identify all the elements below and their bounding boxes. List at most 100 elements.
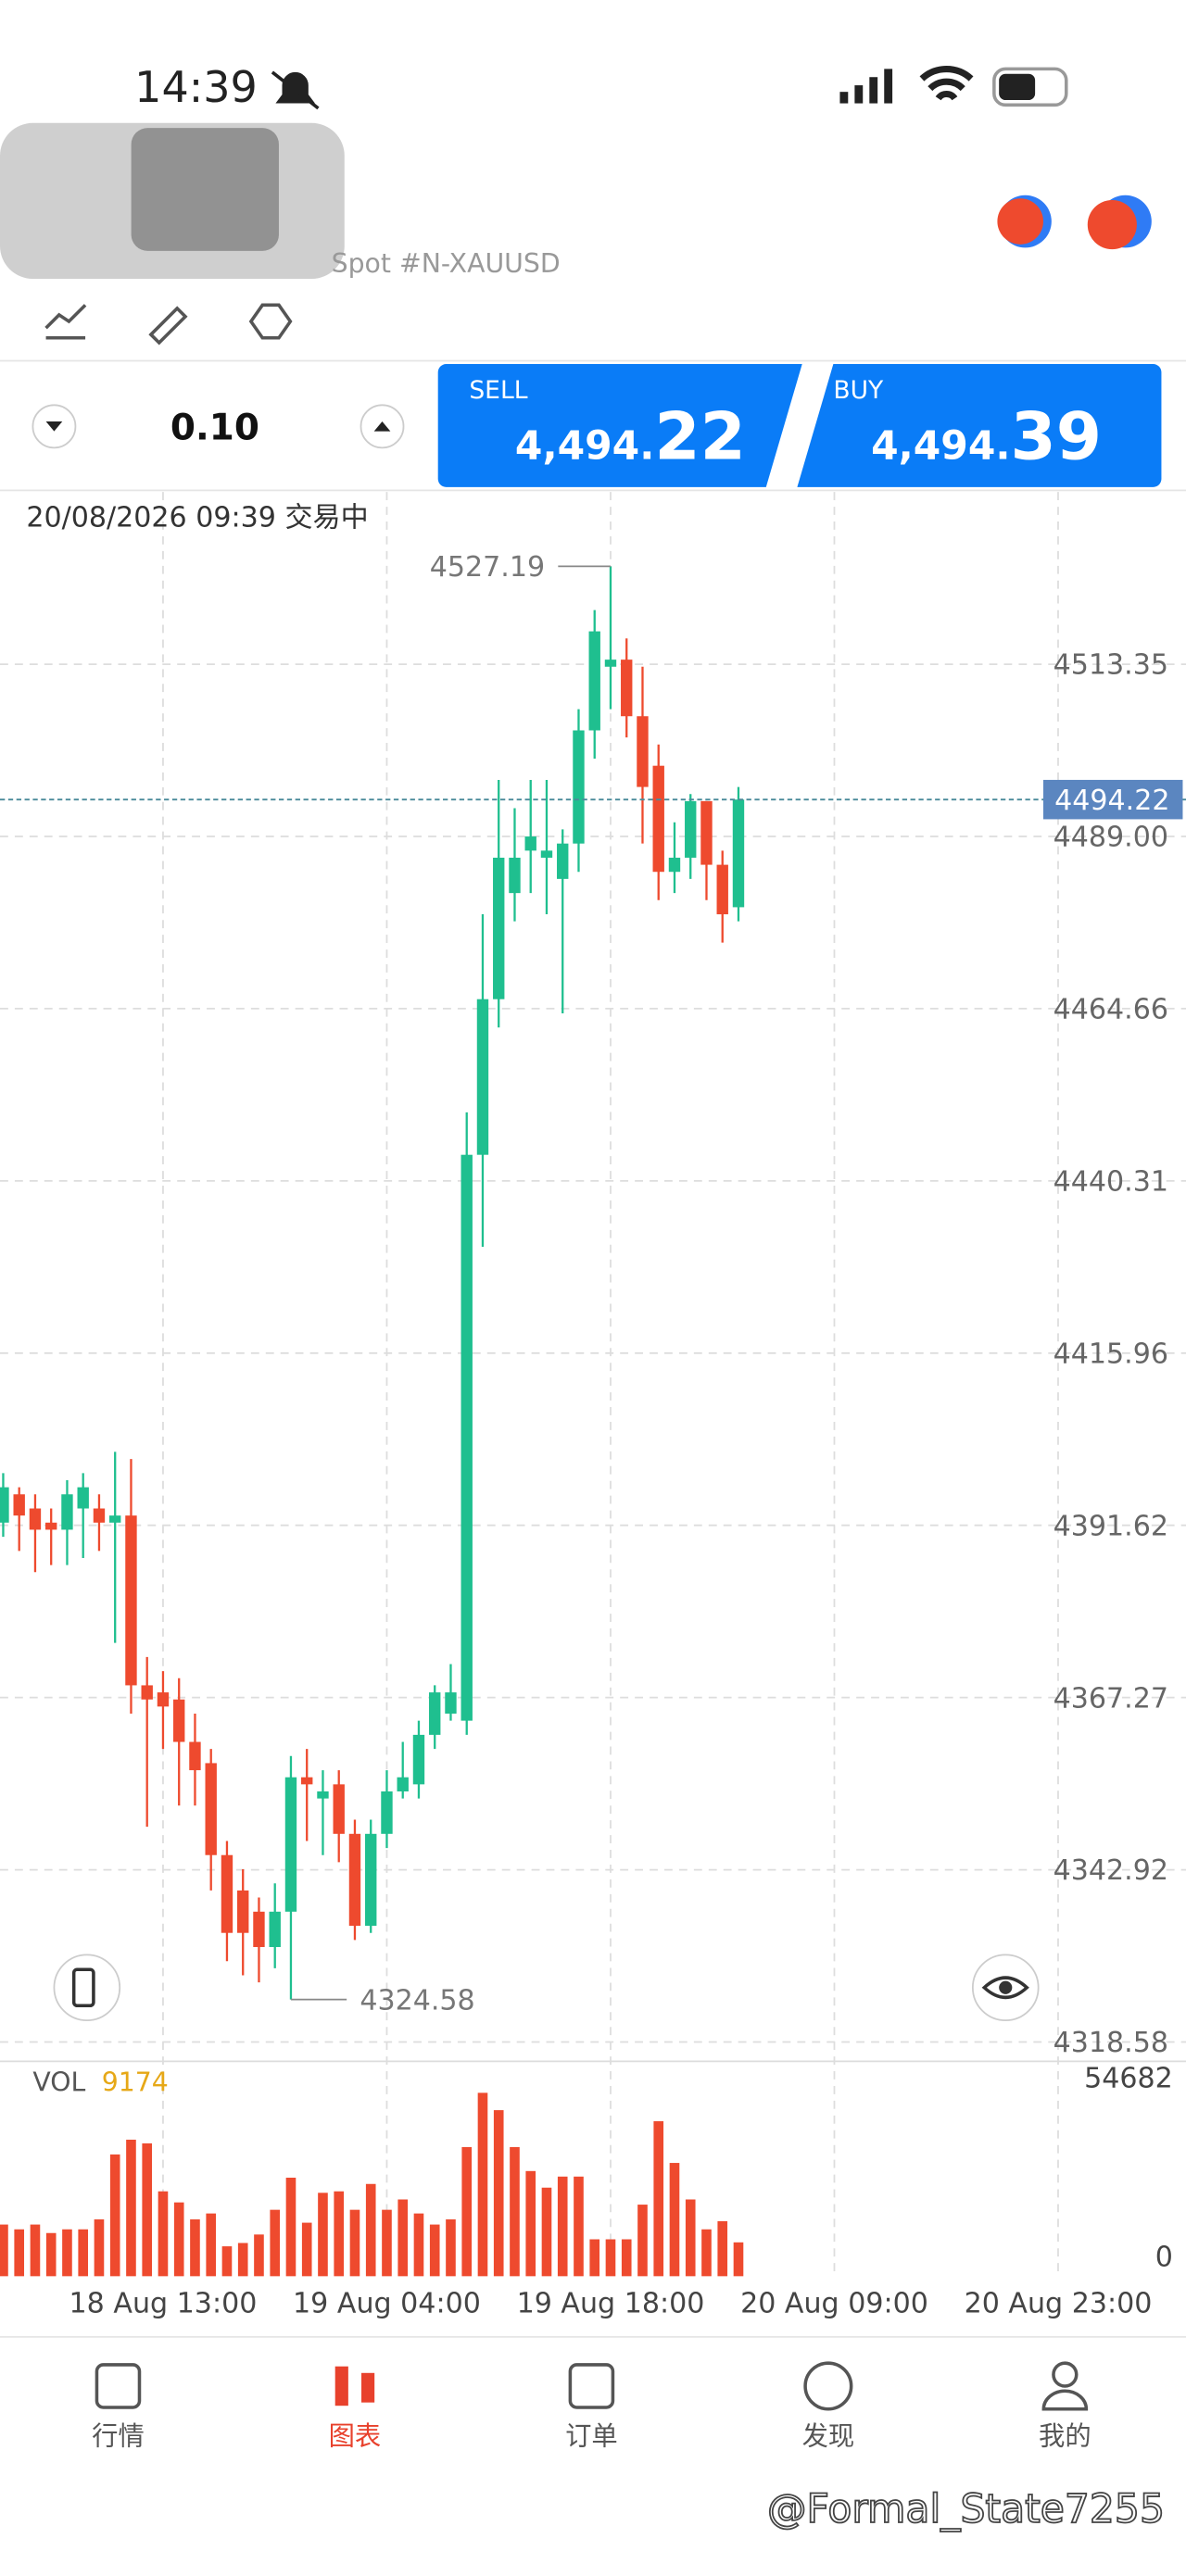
volume-bar [334,2191,345,2277]
volume-bar [574,2176,584,2277]
wifi-icon [919,66,974,101]
candle-body [221,1854,233,1933]
nav-label: 发现 [802,2421,855,2452]
candle-body [253,1911,265,1947]
volume-bar [94,2218,105,2277]
volume-bar [365,2183,376,2277]
sell-price-main: 4,494. [515,424,654,470]
volume-bar [62,2229,72,2277]
volume-bar [14,2229,25,2277]
volume-bar [557,2176,568,2277]
nav-label: 图表 [329,2421,382,2452]
x-tick-label: 18 Aug 13:00 [69,2287,258,2319]
volume-bar [429,2224,440,2277]
watermark: @Formal_State7255 [767,2487,1165,2532]
volume-bar [254,2234,264,2277]
y-tick-label: 4367.27 [1054,1682,1168,1715]
volume-bar [142,2142,153,2277]
candle-body [173,1699,185,1742]
high-label: 4527.19 [430,551,545,584]
candle-body [205,1763,217,1855]
sell-label: SELL [469,376,527,405]
bottom-nav: 行情 图表 订单 发现 我的 [92,2361,1091,2452]
clock-badge [997,198,1043,245]
candle-body [588,631,600,731]
candle-body [333,1784,345,1834]
indicator-icon[interactable] [44,304,87,340]
candle-body [381,1791,393,1834]
volume-bar [493,2110,504,2277]
sell-button[interactable] [437,364,802,487]
volume-bar [206,2213,217,2277]
volume-bar [397,2199,409,2277]
low-label: 4324.58 [360,1984,474,2017]
candle-body [13,1494,25,1516]
volume-bar [270,2209,281,2277]
candle-body [284,1777,297,1912]
candle-body [189,1741,201,1771]
candle-body [141,1685,153,1700]
x-tick-label: 19 Aug 04:00 [293,2287,481,2319]
candle-body [157,1692,170,1707]
nav-label: 我的 [1039,2421,1091,2452]
buy-price-main: 4,494. [871,424,1010,470]
volume-bar [382,2209,392,2277]
chart-subtitle: 20/08/2026 09:39 交易中 [26,501,368,534]
signal-icon [839,69,893,104]
candle-body [461,1154,473,1721]
candle-body [573,730,585,844]
volume-bar [589,2239,600,2277]
eye-pupil [999,1980,1013,1994]
candle-body [109,1515,121,1523]
candle-body [445,1692,457,1714]
candle-body [685,800,697,858]
candle-body [348,1833,361,1927]
nav-icon [95,2363,142,2409]
volume-bar [669,2163,680,2277]
current-price-box [1042,779,1183,820]
volume-bar [78,2229,89,2277]
rotate-icon [71,1967,95,2007]
candle-body [77,1487,89,1509]
candle-body [125,1515,137,1686]
candle-body [509,857,521,894]
candle-body [29,1508,42,1530]
nav-icon [803,2361,853,2411]
candle-body [365,1833,377,1927]
volume-bar [109,2154,120,2277]
rotate-button[interactable] [53,1954,121,2022]
nav-label: 订单 [565,2421,618,2452]
volume-bar [621,2239,632,2277]
volume-bar [158,2191,169,2277]
buy-button[interactable] [797,364,1162,487]
increase-arrow [373,421,391,432]
settings-icon[interactable] [248,303,293,340]
volume-tick-label: 54682 [1084,2063,1173,2095]
sell-price: 4,494.22 [515,398,746,475]
volume-last: 9174 [102,2067,169,2097]
x-tick-label: 20 Aug 09:00 [740,2287,928,2319]
status-time: 14:39 [134,62,258,112]
y-tick-label: 4489.00 [1054,822,1168,854]
candle-body [652,765,664,873]
volume-bar [413,2213,424,2277]
volume-bar [733,2242,744,2277]
volume-bar [221,2246,233,2277]
symbol-name: Spot #N-XAUUSD [332,248,561,279]
y-tick-label: 4415.96 [1054,1338,1168,1370]
volume-tick-label: 0 [1155,2242,1173,2274]
candle-body [524,836,536,851]
volume-bar [637,2205,648,2277]
draw-icon[interactable] [148,306,188,346]
nav-label: 行情 [92,2421,145,2452]
buy-label: BUY [833,376,884,405]
decrease-arrow [45,421,63,432]
candle-body [237,1890,249,1933]
y-tick-label: 4342.92 [1054,1854,1168,1887]
candle-body [412,1734,425,1785]
volume-bar [285,2177,296,2277]
volume-bar [461,2146,473,2277]
volume-bar [717,2220,728,2277]
volume-bar [30,2224,41,2277]
